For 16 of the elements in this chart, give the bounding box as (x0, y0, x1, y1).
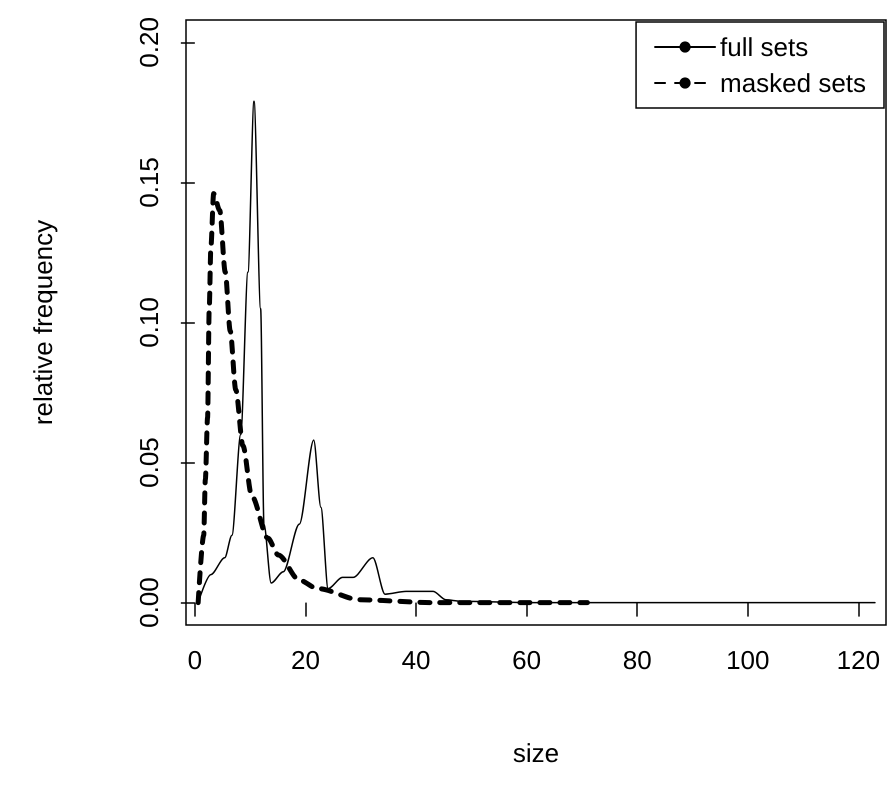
y-tick-label: 0.20 (134, 17, 164, 68)
x-tick-label: 20 (290, 645, 320, 675)
y-axis-title: relative frequency (28, 220, 58, 426)
x-tick-label: 60 (512, 645, 542, 675)
y-tick-label: 0.10 (134, 297, 164, 348)
x-tick-label: 120 (836, 645, 880, 675)
legend-label: masked sets (720, 68, 866, 98)
x-tick-label: 0 (188, 645, 202, 675)
y-tick-label: 0.05 (134, 437, 164, 488)
y-tick-label: 0.00 (134, 577, 164, 628)
x-tick-label: 40 (402, 645, 430, 675)
x-tick-label: 100 (726, 645, 770, 675)
x-tick-label: 80 (622, 645, 652, 675)
x-axis-title: size (512, 738, 560, 768)
y-tick-label: 0.15 (134, 157, 164, 208)
legend-label: full sets (720, 32, 808, 62)
